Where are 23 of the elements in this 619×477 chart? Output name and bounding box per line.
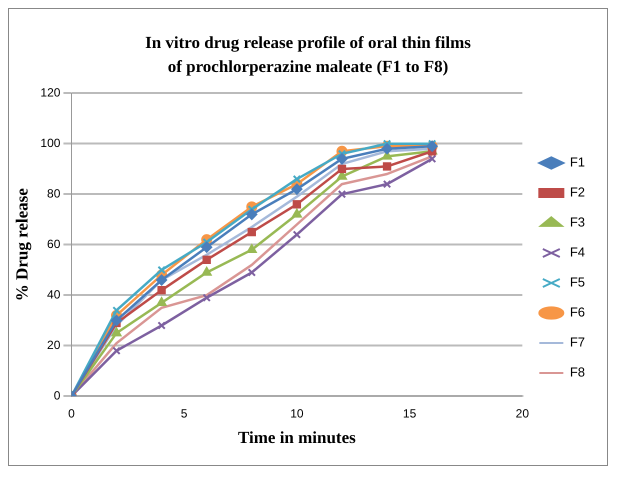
- x-axis-title: Time in minutes: [238, 428, 356, 448]
- legend-label: F3: [570, 214, 585, 230]
- x-tick-label: 10: [290, 406, 304, 421]
- y-tick-label: 60: [47, 237, 61, 252]
- y-tick-label: 20: [47, 338, 61, 352]
- y-tick-label: 0: [54, 388, 61, 403]
- y-tick-label: 40: [47, 288, 61, 302]
- y-tick-label: 120: [40, 86, 61, 100]
- chart-title: In vitro drug release profile of oral thin films of prochlorperazine maleate (F1 to F8): [144, 32, 472, 78]
- x-tick-label: 0: [68, 406, 76, 421]
- x-tick-label: 15: [402, 406, 417, 421]
- y-tick-label: 80: [47, 186, 61, 201]
- legend-label: F5: [570, 274, 585, 290]
- legend-label: F2: [570, 184, 585, 200]
- x-tick-label: 20: [516, 406, 530, 421]
- legend-label: F6: [570, 304, 585, 320]
- y-tick-label: 100: [40, 136, 61, 150]
- y-axis-title: % Drug release: [12, 188, 32, 302]
- legend-label: F4: [570, 244, 585, 260]
- legend-label: F7: [570, 334, 585, 350]
- legend-label: F1: [570, 154, 585, 170]
- x-tick-label: 5: [180, 406, 188, 421]
- legend-label: F8: [570, 364, 585, 380]
